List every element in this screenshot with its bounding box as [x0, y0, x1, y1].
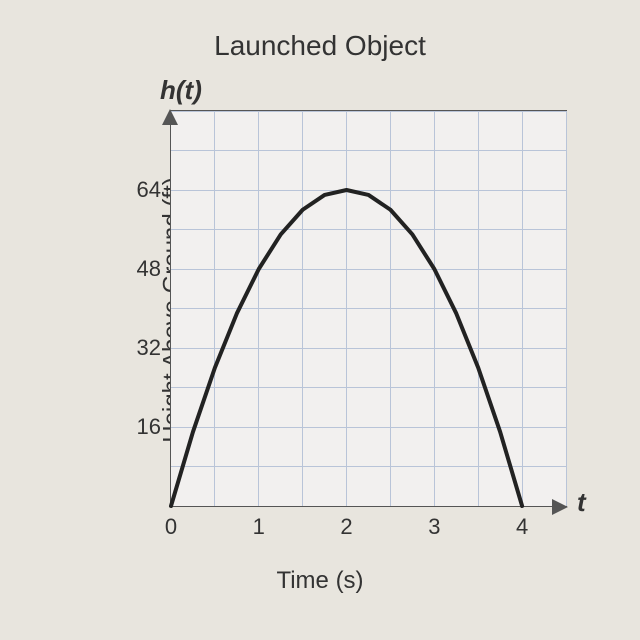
curve	[171, 111, 566, 506]
x-tick-label: 0	[165, 514, 177, 540]
chart-title: Launched Object	[50, 30, 590, 62]
x-variable-label: t	[577, 487, 586, 518]
y-function-label: h(t)	[160, 75, 202, 106]
y-tick-label: 16	[137, 414, 161, 440]
y-tick-label: 64	[137, 177, 161, 203]
x-tick-label: 4	[516, 514, 528, 540]
x-tick-label: 2	[340, 514, 352, 540]
x-tick-label: 1	[253, 514, 265, 540]
y-tick-label: 32	[137, 335, 161, 361]
chart-container: Launched Object Height Above Ground (ft)…	[0, 0, 640, 640]
x-axis-title: Time (s)	[50, 567, 590, 595]
y-tick-label: 48	[137, 256, 161, 282]
x-tick-label: 3	[428, 514, 440, 540]
plot-area: 0123416324864	[170, 110, 567, 507]
chart-wrap: Launched Object Height Above Ground (ft)…	[50, 30, 590, 590]
